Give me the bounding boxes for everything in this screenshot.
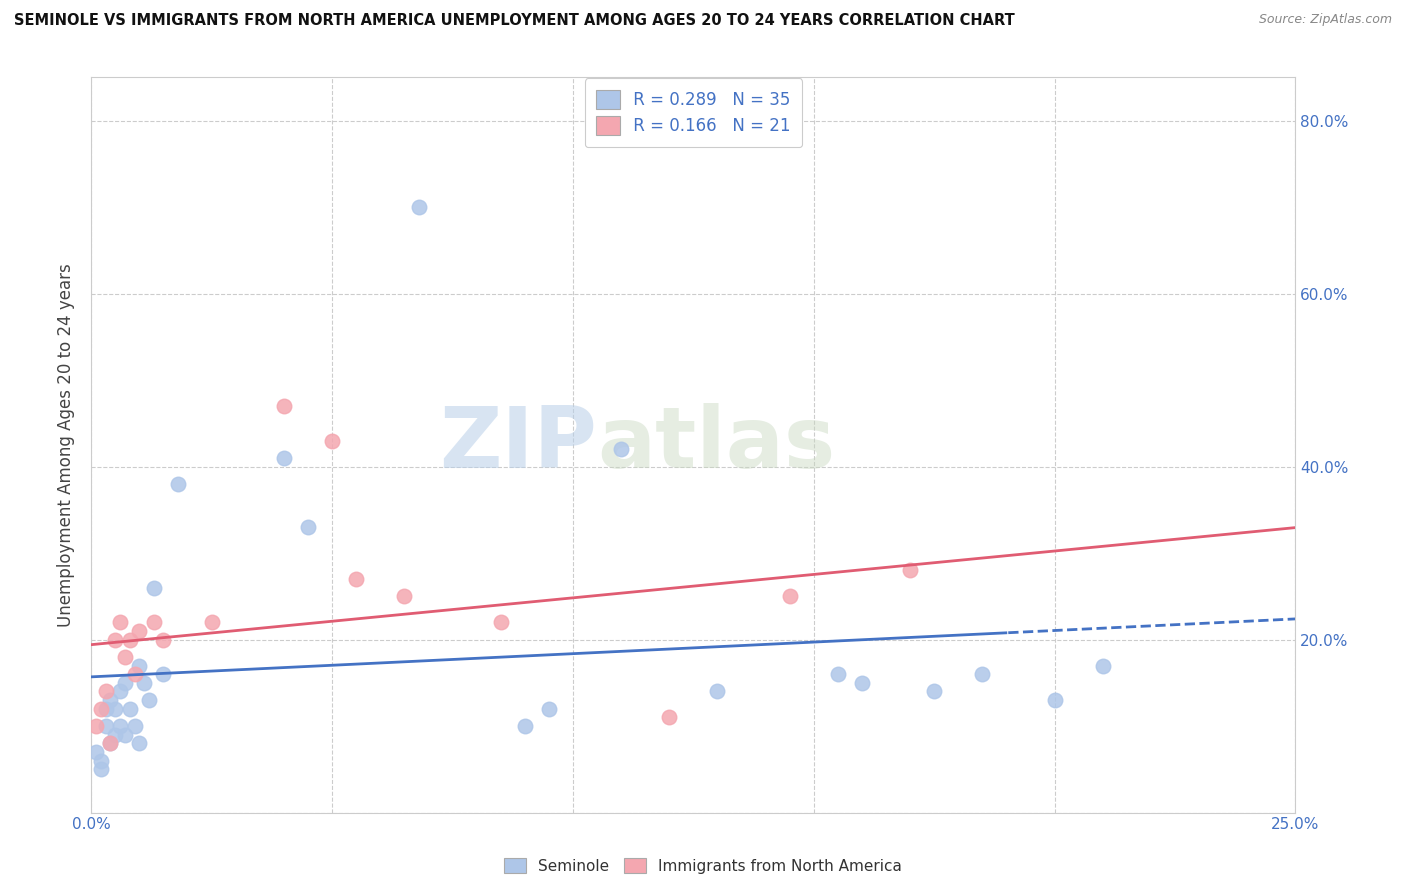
Point xyxy=(100,736,122,750)
Point xyxy=(128,736,150,750)
Point xyxy=(513,719,536,733)
Text: ZIP: ZIP xyxy=(439,403,598,486)
Point xyxy=(344,572,367,586)
Point xyxy=(84,745,107,759)
Point xyxy=(118,702,141,716)
Point xyxy=(898,563,921,577)
Point xyxy=(134,675,156,690)
Text: atlas: atlas xyxy=(598,403,835,486)
Text: Source: ZipAtlas.com: Source: ZipAtlas.com xyxy=(1258,13,1392,27)
Point xyxy=(1091,658,1114,673)
Point xyxy=(138,693,160,707)
Point xyxy=(114,649,136,664)
Point xyxy=(273,450,295,465)
Point xyxy=(100,693,122,707)
Point xyxy=(922,684,945,698)
Point xyxy=(84,719,107,733)
Point xyxy=(124,719,146,733)
Point xyxy=(104,728,127,742)
Point xyxy=(142,581,165,595)
Point xyxy=(128,658,150,673)
Point xyxy=(297,520,319,534)
Point xyxy=(108,719,131,733)
Point xyxy=(108,684,131,698)
Point xyxy=(90,702,112,716)
Point xyxy=(827,667,849,681)
Point xyxy=(779,590,801,604)
Point xyxy=(90,762,112,776)
Y-axis label: Unemployment Among Ages 20 to 24 years: Unemployment Among Ages 20 to 24 years xyxy=(58,263,75,627)
Point xyxy=(489,615,512,630)
Point xyxy=(128,624,150,638)
Point xyxy=(90,754,112,768)
Point xyxy=(408,200,430,214)
Point xyxy=(114,728,136,742)
Point xyxy=(658,710,681,724)
Point xyxy=(124,667,146,681)
Point xyxy=(706,684,728,698)
Point xyxy=(114,675,136,690)
Point xyxy=(394,590,416,604)
Point xyxy=(104,702,127,716)
Point xyxy=(118,632,141,647)
Legend: Seminole, Immigrants from North America: Seminole, Immigrants from North America xyxy=(498,852,908,880)
Point xyxy=(152,632,174,647)
Legend:  R = 0.289   N = 35,  R = 0.166   N = 21: R = 0.289 N = 35, R = 0.166 N = 21 xyxy=(585,78,801,147)
Point xyxy=(94,702,117,716)
Point xyxy=(142,615,165,630)
Point xyxy=(94,719,117,733)
Point xyxy=(200,615,222,630)
Point xyxy=(321,434,343,448)
Point xyxy=(610,442,633,457)
Point xyxy=(1043,693,1066,707)
Point xyxy=(167,476,190,491)
Point xyxy=(273,399,295,413)
Point xyxy=(972,667,994,681)
Point xyxy=(100,736,122,750)
Point xyxy=(537,702,560,716)
Point xyxy=(851,675,873,690)
Point xyxy=(108,615,131,630)
Point xyxy=(152,667,174,681)
Point xyxy=(104,632,127,647)
Point xyxy=(94,684,117,698)
Text: SEMINOLE VS IMMIGRANTS FROM NORTH AMERICA UNEMPLOYMENT AMONG AGES 20 TO 24 YEARS: SEMINOLE VS IMMIGRANTS FROM NORTH AMERIC… xyxy=(14,13,1015,29)
